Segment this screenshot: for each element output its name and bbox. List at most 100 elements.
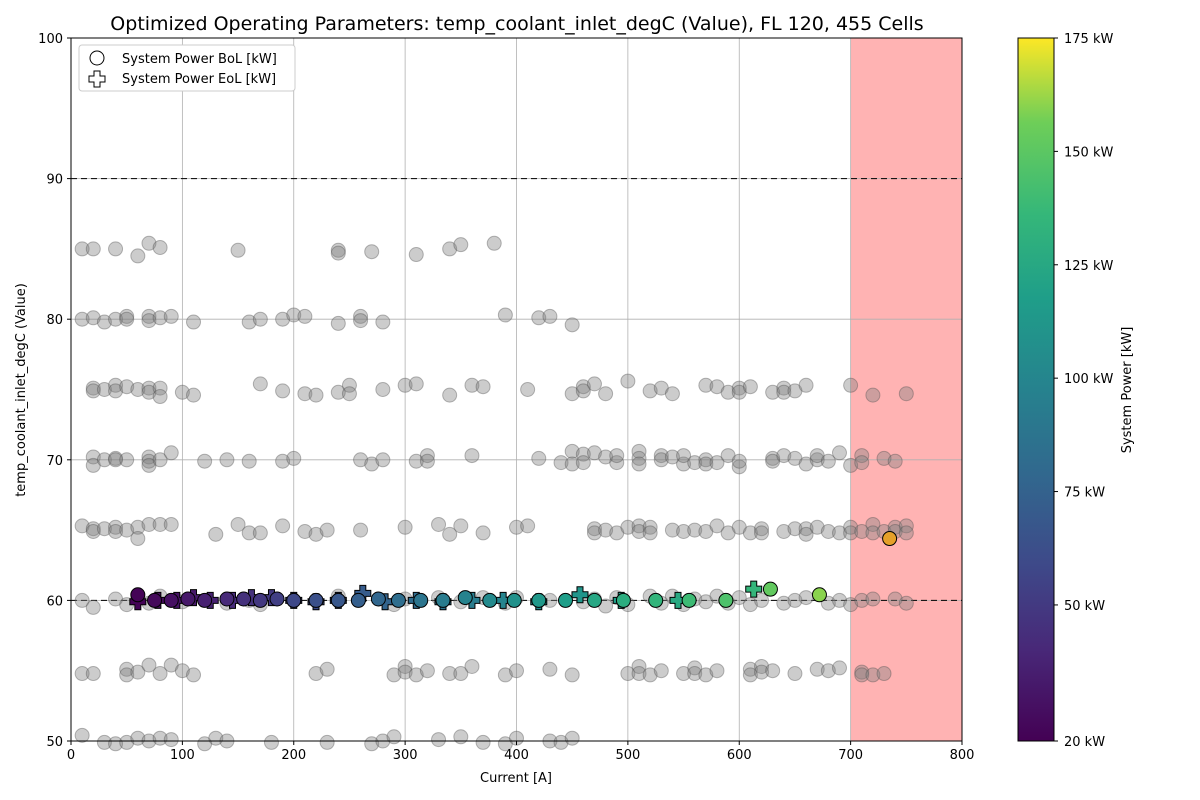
background-point xyxy=(731,519,747,535)
background-point xyxy=(108,452,124,468)
background-point xyxy=(787,592,803,608)
background-point xyxy=(731,453,747,469)
background-point xyxy=(598,449,614,465)
background-point xyxy=(664,522,680,538)
colorbar-gradient xyxy=(1017,37,1055,742)
background-point xyxy=(163,308,179,324)
background-point xyxy=(765,384,781,400)
background-point xyxy=(108,241,124,257)
eol-point xyxy=(354,584,372,602)
background-point xyxy=(408,376,424,392)
background-point xyxy=(442,241,458,257)
background-point xyxy=(776,380,792,396)
x-tick-label: 300 xyxy=(393,748,418,763)
background-point xyxy=(319,734,335,750)
background-point xyxy=(119,311,135,327)
x-tick-label: 500 xyxy=(615,748,640,763)
x-tick-label: 800 xyxy=(950,748,975,763)
background-point xyxy=(731,384,747,400)
colorbar-tick-label: 20 kW xyxy=(1064,735,1105,750)
background-point xyxy=(241,525,257,541)
background-point xyxy=(74,592,90,608)
bol-point xyxy=(130,587,146,603)
eol-point xyxy=(571,586,589,604)
background-point xyxy=(297,524,313,540)
bol-point xyxy=(718,592,734,608)
background-point xyxy=(731,459,747,475)
background-point xyxy=(141,457,157,473)
background-point xyxy=(509,519,524,535)
background-point xyxy=(854,448,870,464)
background-point xyxy=(542,308,558,324)
legend-bol-marker xyxy=(89,50,105,66)
background-point xyxy=(865,516,881,532)
background-point xyxy=(442,387,458,403)
background-point xyxy=(776,448,792,464)
background-point xyxy=(854,524,870,540)
background-point xyxy=(152,730,168,746)
background-point xyxy=(720,525,736,541)
background-point xyxy=(141,380,157,396)
background-point xyxy=(742,667,758,683)
background-point xyxy=(108,736,124,752)
background-point xyxy=(898,386,914,402)
background-point xyxy=(575,379,591,395)
background-point xyxy=(408,667,424,683)
background-point xyxy=(820,663,836,679)
background-point xyxy=(809,452,825,468)
colorbar-tick-label: 150 kW xyxy=(1064,145,1113,160)
background-point xyxy=(542,661,558,677)
background-point xyxy=(275,453,291,469)
colorbar-ticks: 20 kW 50 kW 75 kW 100 kW 125 kW 150 kW 175 kW xyxy=(1054,32,1113,750)
background-point xyxy=(731,380,747,396)
background-point xyxy=(85,666,101,682)
background-point xyxy=(330,384,346,400)
background-point xyxy=(397,658,413,674)
background-point xyxy=(653,380,669,396)
background-point xyxy=(419,453,435,469)
bol-point xyxy=(219,591,235,607)
background-point xyxy=(798,521,814,537)
background-point xyxy=(96,314,112,330)
background-point xyxy=(676,456,692,472)
background-point xyxy=(319,522,335,538)
colorbar-tick-label: 50 kW xyxy=(1064,599,1105,614)
background-point xyxy=(330,315,346,331)
background-point xyxy=(119,661,135,677)
background-point xyxy=(108,383,124,399)
background-point xyxy=(809,661,825,677)
background-point xyxy=(698,377,714,393)
background-point xyxy=(653,452,669,468)
background-point xyxy=(85,521,101,537)
background-point xyxy=(843,525,859,541)
bol-point xyxy=(762,581,778,597)
x-tick-label: 600 xyxy=(727,748,752,763)
background-point xyxy=(297,308,313,324)
legend-box xyxy=(78,44,296,92)
background-point xyxy=(152,452,168,468)
background-point xyxy=(520,518,536,534)
background-point xyxy=(687,666,703,682)
background-point xyxy=(96,521,112,537)
x-tick-label: 200 xyxy=(281,748,306,763)
background-point xyxy=(130,248,146,264)
background-point xyxy=(163,516,179,532)
background-point xyxy=(631,450,647,466)
background-point xyxy=(642,667,658,683)
y-tick-label: 90 xyxy=(46,173,63,188)
colorbar-tick-label: 175 kW xyxy=(1064,32,1113,47)
bol-point xyxy=(413,592,429,608)
background-point xyxy=(698,524,714,540)
background-point xyxy=(330,245,346,261)
bol-point xyxy=(811,587,827,603)
background-point xyxy=(186,314,202,330)
background-point xyxy=(854,592,870,608)
bol-point xyxy=(308,592,324,608)
background-point xyxy=(509,730,524,746)
background-point xyxy=(787,450,803,466)
background-point xyxy=(553,455,569,471)
background-point xyxy=(754,658,770,674)
background-point xyxy=(330,242,346,258)
background-point xyxy=(575,383,591,399)
